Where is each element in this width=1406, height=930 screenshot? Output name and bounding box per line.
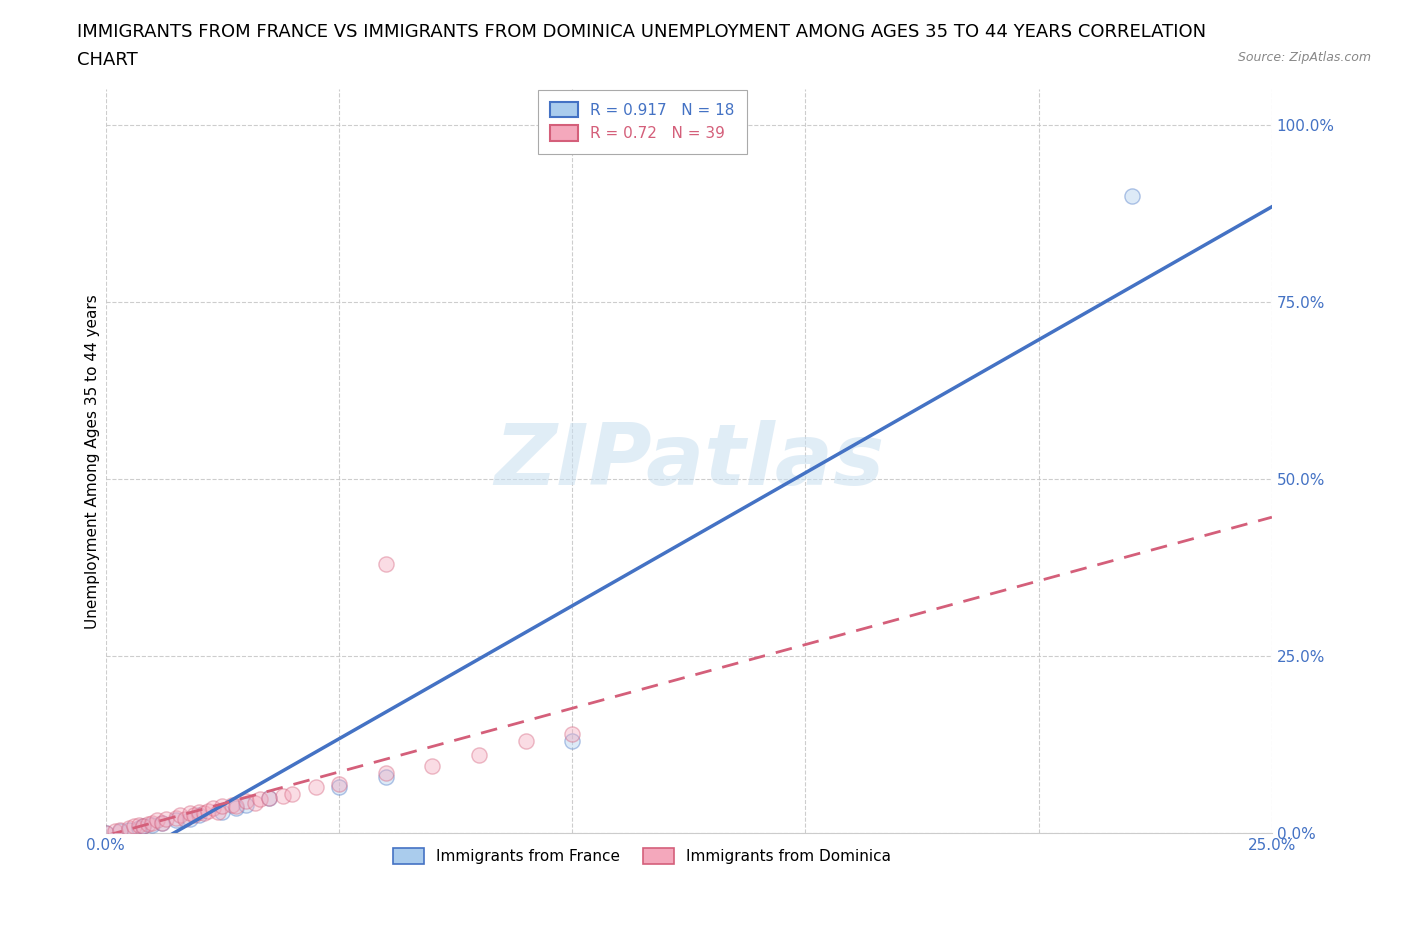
Point <box>179 806 201 821</box>
Point <box>328 777 350 791</box>
Point <box>150 815 173 830</box>
Point <box>221 797 243 812</box>
Point <box>422 759 444 774</box>
Point <box>249 791 271 806</box>
Point <box>207 804 229 819</box>
Point <box>305 779 328 794</box>
Point <box>193 806 215 821</box>
Point <box>183 808 205 823</box>
Point <box>128 817 150 832</box>
Point <box>108 822 131 837</box>
Point <box>225 799 247 814</box>
Text: ZIPatlas: ZIPatlas <box>494 419 884 503</box>
Point <box>128 821 150 836</box>
Point <box>235 797 257 812</box>
Point <box>281 787 304 802</box>
Point <box>132 818 155 833</box>
Point <box>169 808 191 823</box>
Point <box>179 812 201 827</box>
Point <box>118 821 141 836</box>
Point <box>271 789 294 804</box>
Point <box>188 808 211 823</box>
Point <box>468 748 491 763</box>
Point <box>136 817 159 831</box>
Point <box>257 790 280 805</box>
Point <box>202 801 225 816</box>
Text: IMMIGRANTS FROM FRANCE VS IMMIGRANTS FROM DOMINICA UNEMPLOYMENT AMONG AGES 35 TO: IMMIGRANTS FROM FRANCE VS IMMIGRANTS FRO… <box>77 23 1206 41</box>
Point <box>94 826 117 841</box>
Point <box>155 812 177 827</box>
Point <box>141 817 163 832</box>
Y-axis label: Unemployment Among Ages 35 to 44 years: Unemployment Among Ages 35 to 44 years <box>86 294 100 629</box>
Point <box>94 826 117 841</box>
Point <box>1121 188 1143 203</box>
Point <box>150 815 173 830</box>
Point <box>374 556 396 571</box>
Point <box>374 769 396 784</box>
Point <box>257 790 280 805</box>
Point <box>374 765 396 780</box>
Point <box>146 813 169 828</box>
Point <box>225 801 247 816</box>
Point <box>328 779 350 794</box>
Point <box>211 804 233 819</box>
Point <box>515 734 537 749</box>
Point <box>211 799 233 814</box>
Point <box>165 813 187 828</box>
Point <box>174 812 197 827</box>
Point <box>165 810 187 825</box>
Point <box>243 796 266 811</box>
Point <box>197 804 219 818</box>
Point <box>104 824 127 839</box>
Point <box>122 818 145 833</box>
Point <box>118 822 141 837</box>
Point <box>561 734 583 749</box>
Point <box>141 815 163 830</box>
Text: Source: ZipAtlas.com: Source: ZipAtlas.com <box>1237 51 1371 64</box>
Point <box>132 818 155 833</box>
Point <box>235 794 257 809</box>
Point <box>561 726 583 741</box>
Point <box>188 804 211 819</box>
Legend: Immigrants from France, Immigrants from Dominica: Immigrants from France, Immigrants from … <box>388 842 897 870</box>
Text: CHART: CHART <box>77 51 138 69</box>
Point <box>108 824 131 839</box>
